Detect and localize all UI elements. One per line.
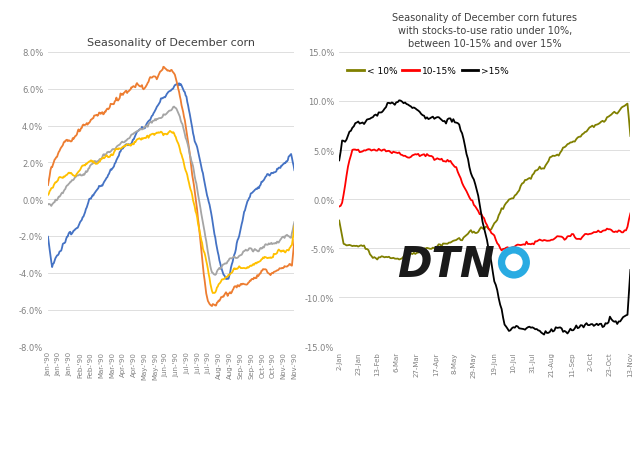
Text: DTN: DTN <box>397 243 495 285</box>
Circle shape <box>505 254 523 272</box>
Legend: < 10%, 10-15%, >15%: < 10%, 10-15%, >15% <box>344 63 513 79</box>
Title: Seasonality of December corn futures
with stocks-to-use ratio under 10%,
between: Seasonality of December corn futures wit… <box>392 13 577 49</box>
Title: Seasonality of December corn: Seasonality of December corn <box>87 38 255 48</box>
Circle shape <box>498 246 530 279</box>
